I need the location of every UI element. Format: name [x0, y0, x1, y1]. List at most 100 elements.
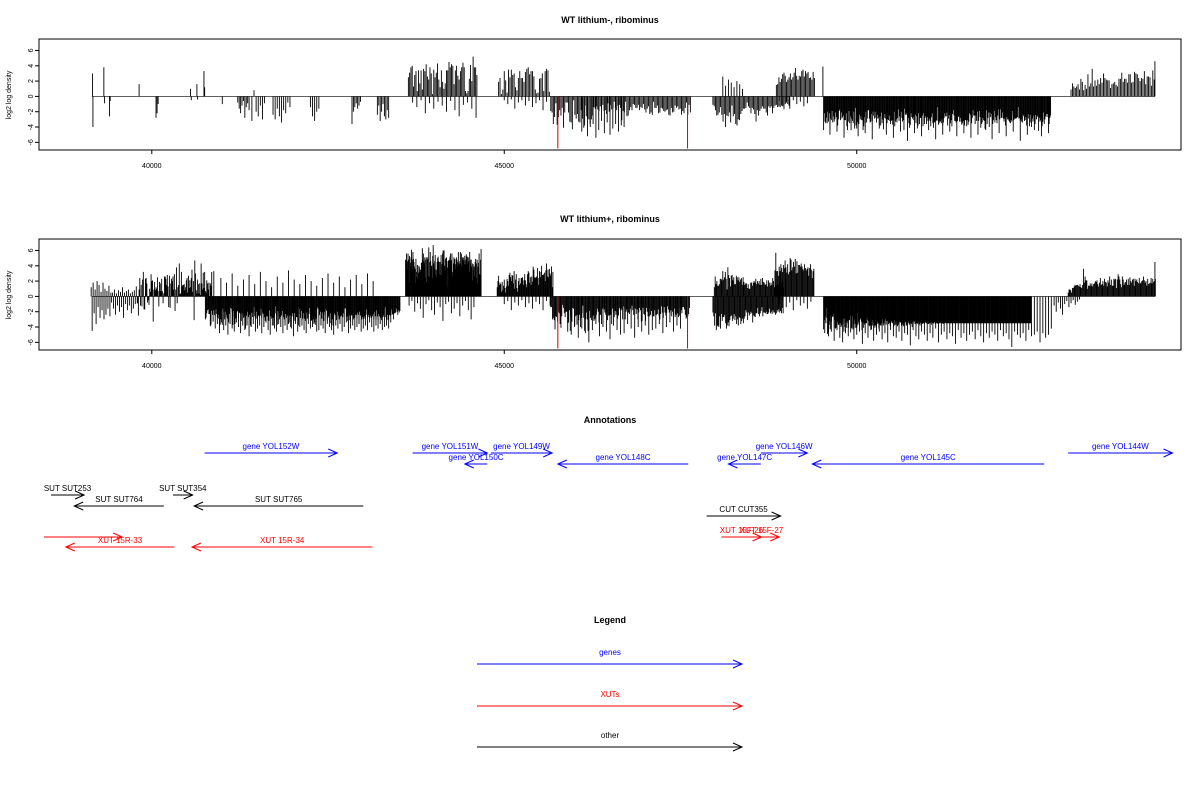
arrow-head-icon	[73, 501, 84, 511]
panel-lithium-plus: WT lithium+, ribominus log2 log density …	[6, 214, 1182, 370]
annotation-feature: gene YOL151W	[412, 442, 489, 458]
arrow-head-icon	[478, 448, 489, 458]
arrow-head-icon	[327, 448, 339, 458]
arrow-head-icon	[556, 459, 568, 469]
feature-label: SUT SUT354	[159, 484, 207, 493]
feature-label: gene YOL147C	[717, 453, 772, 462]
annotation-feature: gene YOL152W	[204, 442, 339, 458]
arrow-head-icon	[798, 448, 809, 458]
feature-label: XUT 15F-26	[720, 526, 764, 535]
axes: -6 -4 -2 0 2 4 6 40000 45000 50000	[28, 248, 867, 370]
arrow-head-icon	[64, 542, 75, 552]
axes: -6 -4 -2 0 2 4 6 40000 45000 50000	[28, 48, 867, 170]
arrow-head-icon	[190, 542, 202, 552]
arrow-head-icon	[542, 448, 554, 458]
plot-frame	[38, 38, 1182, 151]
legend-items: genes XUTs other	[477, 648, 744, 752]
feature-label: gene YOL145C	[901, 453, 956, 462]
feature-label: XUT 15F-27	[740, 526, 784, 535]
annotation-features: gene YOL152W gene YOL151W gene YOL150C gene…	[44, 442, 1174, 552]
feature-label: SUT SUT765	[255, 495, 303, 504]
arrow-head-icon	[769, 532, 781, 542]
y-tick-label: 6	[28, 248, 35, 252]
annotation-feature: gene YOL148C	[556, 453, 689, 469]
feature-label: XUT 15R-33	[98, 536, 143, 545]
arrow-head-icon	[192, 501, 204, 511]
x-tick-label: 40000	[142, 163, 162, 170]
arrow-head-icon	[771, 511, 782, 521]
x-tick-label: 45000	[495, 163, 515, 170]
feature-label: SUT SUT253	[44, 484, 92, 493]
legend-title: Legend	[594, 615, 626, 625]
y-tick-label: 6	[28, 48, 35, 52]
feature-label: gene YOL144W	[1092, 442, 1149, 451]
annotation-feature: SUT SUT764	[73, 495, 164, 511]
arrow-head-icon	[112, 532, 124, 542]
y-tick-label: 2	[28, 79, 35, 83]
y-axis-label: log2 log density	[6, 270, 13, 319]
legend-panel: Legend genes XUTs other	[477, 615, 744, 752]
y-tick-label: 0	[28, 294, 35, 298]
y-tick-label: -6	[28, 139, 35, 145]
feature-label: XUT 15R-34	[260, 536, 305, 545]
feature-label: gene YOL146W	[756, 442, 813, 451]
bars	[91, 56, 1156, 149]
annotation-feature: gene YOL146W	[756, 442, 813, 458]
annotation-feature: XUT 15F-27	[740, 526, 784, 542]
y-tick-label: 4	[28, 264, 35, 268]
y-tick-label: -6	[28, 339, 35, 345]
legend-item: XUTs	[477, 690, 744, 711]
annotation-feature: SUT SUT354	[159, 484, 207, 500]
annotation-feature: XUT 15R-34	[190, 536, 373, 552]
annotation-feature: CUT CUT355	[706, 505, 782, 521]
arrow-head-icon	[732, 659, 744, 669]
y-axis-label: log2 log density	[6, 70, 13, 119]
x-tick-label: 50000	[847, 163, 867, 170]
y-tick-label: 4	[28, 64, 35, 68]
arrow-head-icon	[74, 490, 86, 500]
x-tick-label: 45000	[495, 363, 515, 370]
x-tick-label: 50000	[847, 363, 867, 370]
feature-label: gene YOL152W	[243, 442, 300, 451]
legend-label: XUTs	[600, 690, 619, 699]
y-tick-label: -4	[28, 324, 35, 330]
y-tick-label: -2	[28, 309, 35, 315]
feature-label: gene YOL151W	[422, 442, 479, 451]
y-tick-label: 2	[28, 279, 35, 283]
y-tick-label: -2	[28, 109, 35, 115]
feature-label: gene YOL148C	[596, 453, 651, 462]
legend-label: genes	[599, 648, 621, 657]
annotations-title: Annotations	[584, 415, 637, 425]
panel-title: WT lithium+, ribominus	[560, 214, 660, 224]
arrow-head-icon	[811, 459, 822, 469]
arrow-head-icon	[732, 701, 744, 711]
annotation-feature: gene YOL147C	[717, 453, 772, 469]
feature-label: gene YOL149W	[493, 442, 550, 451]
x-tick-label: 40000	[142, 363, 162, 370]
feature-label: SUT SUT764	[95, 495, 143, 504]
bars	[90, 245, 1156, 349]
arrow-head-icon	[183, 490, 194, 500]
legend-label: other	[601, 731, 620, 740]
annotation-feature: SUT SUT253	[44, 484, 92, 500]
arrow-head-icon	[727, 459, 738, 469]
arrow-head-icon	[1163, 448, 1174, 458]
y-tick-label: -4	[28, 124, 35, 130]
y-tick-label: 0	[28, 94, 35, 98]
annotation-feature: gene YOL144W	[1068, 442, 1174, 458]
annotation-feature: gene YOL149W	[490, 442, 554, 458]
legend-item: genes	[477, 648, 744, 669]
annotation-feature: SUT SUT765	[192, 495, 364, 511]
annotation-feature: gene YOL145C	[811, 453, 1045, 469]
legend-item: other	[477, 731, 744, 752]
annotations-panel: Annotations gene YOL152W gene YOL151Wgene…	[44, 415, 1174, 552]
annotation-feature: gene YOL150C	[449, 453, 504, 469]
feature-label: CUT CUT355	[719, 505, 768, 514]
panel-title: WT lithium-, ribominus	[561, 15, 659, 25]
arrow-head-icon	[732, 742, 744, 752]
feature-label: gene YOL150C	[449, 453, 504, 462]
arrow-head-icon	[463, 459, 474, 469]
panel-lithium-minus: WT lithium-, ribominus log2 log density …	[6, 15, 1182, 170]
